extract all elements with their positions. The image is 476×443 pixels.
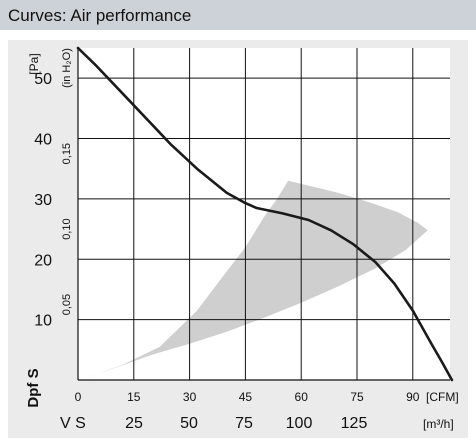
x-tick-label: 45: [239, 390, 253, 404]
y2-tick-label: 0,15: [61, 143, 73, 164]
y-axis-symbol: Dpf S: [25, 368, 42, 407]
x-axis-unit-label: [CFM]: [426, 390, 459, 404]
x-tick-label: 0: [75, 390, 82, 404]
x2-tick-label: 125: [341, 415, 368, 432]
y2-axis-unit-label: (in H₂O): [61, 48, 73, 88]
x2-tick-label: 75: [235, 415, 253, 432]
x-tick-label: 60: [295, 390, 309, 404]
y-tick-label: 50: [34, 71, 52, 88]
performance-curve: [76, 46, 454, 382]
air-performance-chart: 10 20 30 40 50 0,05 0,10 0,15 [Pa] (in H₂O) Dpf S 0…: [25, 46, 459, 432]
x2-tick-label: 50: [180, 415, 198, 432]
operating-band: [78, 180, 428, 380]
x-tick-label: 75: [350, 390, 364, 404]
y-tick-label: 20: [34, 252, 52, 269]
chart-header-title: Curves: Air performance: [8, 6, 192, 25]
y-axis-unit-label: [Pa]: [27, 53, 41, 74]
chart-panel: 10 20 30 40 50 0,05 0,10 0,15 [Pa] (in H₂O) Dpf S 0…: [8, 40, 468, 438]
chart-header: Curves: Air performance: [0, 0, 476, 30]
x2-axis-unit-label: [m³/h]: [423, 417, 454, 431]
y2-tick-label: 0,05: [61, 294, 73, 315]
x-tick-label: 90: [406, 390, 420, 404]
x2-axis-symbol: V S: [60, 415, 86, 432]
y2-tick-label: 0,10: [61, 218, 73, 239]
x-tick-label: 15: [127, 390, 141, 404]
x2-tick-label: 25: [125, 415, 143, 432]
y-tick-label: 40: [34, 132, 52, 149]
x2-tick-label: 100: [286, 415, 313, 432]
x-tick-label: 30: [183, 390, 197, 404]
y-tick-label: 10: [34, 313, 52, 330]
y-tick-label: 30: [34, 192, 52, 209]
